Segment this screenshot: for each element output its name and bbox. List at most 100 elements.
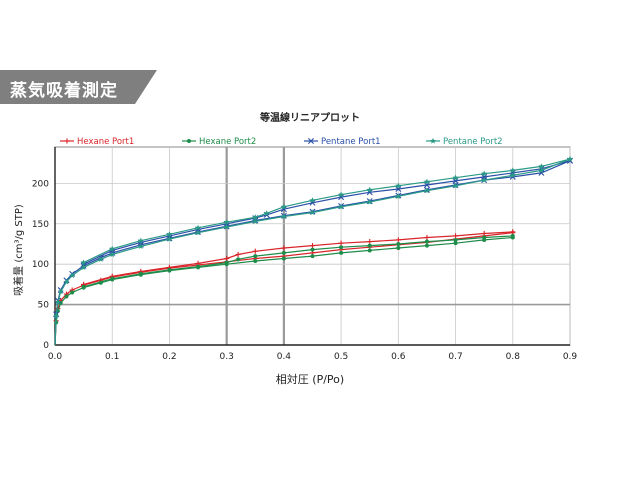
data-point xyxy=(424,243,429,248)
data-point xyxy=(452,182,459,189)
data-point xyxy=(338,191,345,198)
data-point xyxy=(137,243,144,249)
x-tick-label: 0.2 xyxy=(162,352,176,362)
x-tick-label: 0.9 xyxy=(563,352,578,362)
data-point xyxy=(235,251,241,258)
chart-axes: 0.0 0.1 0.2 0.3 0.4 0.5 0.6 0.7 0.8 0.9 0 50 100 150 2… xyxy=(32,147,578,362)
chart-legend: Hexane Port1 Hexane Port2 Pentane Port1 Pen… xyxy=(60,137,503,147)
data-point xyxy=(453,237,458,242)
data-point xyxy=(224,255,230,262)
data-point xyxy=(339,250,344,255)
data-point xyxy=(252,218,259,224)
data-point xyxy=(137,237,144,244)
data-point xyxy=(223,223,230,230)
data-point xyxy=(510,229,516,235)
data-point xyxy=(367,248,372,253)
data-point xyxy=(166,231,173,237)
data-point xyxy=(423,178,430,185)
y-tick-label: 50 xyxy=(38,301,50,311)
data-point xyxy=(70,290,75,295)
data-point xyxy=(64,294,69,299)
x-tick-label: 0.8 xyxy=(506,352,521,362)
data-point xyxy=(481,176,488,183)
data-point xyxy=(366,198,373,205)
data-point xyxy=(253,254,258,259)
data-point xyxy=(63,278,70,285)
data-point xyxy=(280,213,287,220)
banner-background xyxy=(0,70,157,104)
data-point xyxy=(138,271,143,276)
legend-item: Hexane Port2 xyxy=(182,137,256,147)
data-point xyxy=(167,267,172,272)
data-point xyxy=(395,193,402,199)
y-tick-label: 150 xyxy=(32,220,49,230)
banner-title: 蒸気吸着測定 xyxy=(10,81,118,101)
legend-item: Pentane Port1 xyxy=(304,137,381,147)
x-axis-label: 相対圧 (P/Po) xyxy=(276,372,344,386)
data-point xyxy=(195,224,202,231)
data-point xyxy=(309,197,316,203)
data-point xyxy=(309,242,316,249)
x-tick-label: 0.1 xyxy=(105,352,119,362)
data-point xyxy=(224,260,229,265)
data-point xyxy=(236,257,241,262)
data-point xyxy=(452,174,459,181)
x-tick-label: 0.3 xyxy=(220,352,234,362)
data-point xyxy=(54,298,61,305)
data-point xyxy=(166,235,173,242)
legend-label: Pentane Port1 xyxy=(321,137,381,147)
series-pentane-port2 xyxy=(53,155,574,346)
data-point xyxy=(481,230,487,237)
data-point xyxy=(339,245,344,250)
data-point xyxy=(53,312,60,319)
data-point xyxy=(510,233,515,238)
data-point xyxy=(423,181,430,188)
data-point xyxy=(453,241,458,246)
data-point xyxy=(538,167,545,174)
data-point xyxy=(109,251,116,258)
data-point xyxy=(396,246,401,251)
data-point xyxy=(109,245,116,252)
data-point xyxy=(395,182,402,189)
chart-title: 等温線リニアプロット xyxy=(260,111,360,124)
data-point xyxy=(481,173,488,180)
data-point xyxy=(281,256,286,261)
data-point xyxy=(396,241,401,246)
y-tick-label: 200 xyxy=(32,179,49,189)
data-point xyxy=(395,237,401,243)
data-point xyxy=(482,235,487,240)
y-tick-label: 100 xyxy=(32,260,49,270)
data-point xyxy=(310,254,315,259)
series-pentane-port1 xyxy=(53,157,573,346)
data-point xyxy=(253,258,258,263)
data-point xyxy=(110,276,115,281)
legend-marker xyxy=(429,137,437,144)
data-point xyxy=(481,170,488,177)
data-point xyxy=(367,238,373,245)
data-point xyxy=(338,203,345,210)
data-point xyxy=(97,256,104,262)
data-point xyxy=(195,229,202,236)
data-point xyxy=(509,167,516,174)
data-point xyxy=(69,272,76,279)
data-point xyxy=(424,239,429,244)
data-point xyxy=(367,243,372,248)
legend-label: Pentane Port2 xyxy=(443,137,503,147)
data-point xyxy=(452,233,459,239)
x-tick-label: 0.4 xyxy=(277,352,292,362)
y-axis-label: 吸着量 (cm³/g STP) xyxy=(12,204,25,296)
data-point xyxy=(81,284,86,289)
series-hexane-port2 xyxy=(54,233,515,346)
data-point xyxy=(252,248,258,254)
data-point xyxy=(452,177,459,184)
chart-series-layer xyxy=(53,155,574,346)
x-tick-label: 0.5 xyxy=(334,352,348,362)
data-point xyxy=(281,245,287,251)
data-point xyxy=(196,264,201,269)
data-point xyxy=(310,247,315,252)
data-point xyxy=(366,186,373,193)
data-point xyxy=(309,209,316,216)
data-point xyxy=(80,259,87,266)
data-point xyxy=(338,240,344,246)
